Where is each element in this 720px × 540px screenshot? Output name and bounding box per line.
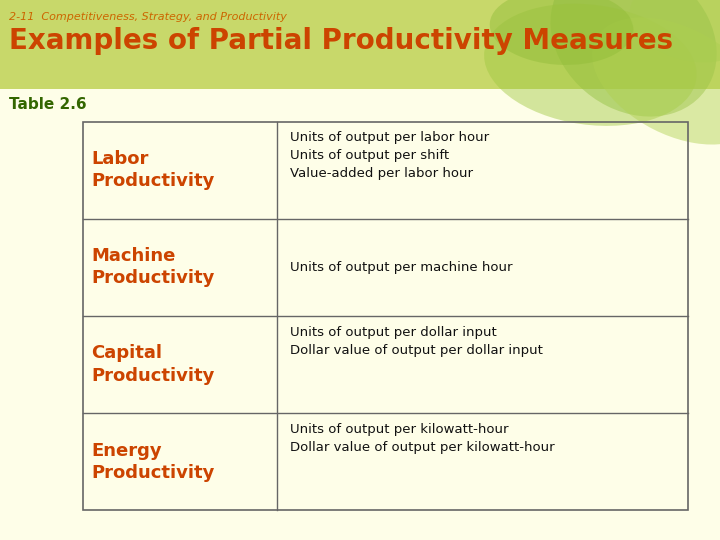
Text: Units of output per kilowatt-hour
Dollar value of output per kilowatt-hour: Units of output per kilowatt-hour Dollar… bbox=[290, 423, 555, 454]
Text: 2-11  Competitiveness, Strategy, and Productivity: 2-11 Competitiveness, Strategy, and Prod… bbox=[9, 12, 287, 22]
Text: Units of output per labor hour
Units of output per shift
Value-added per labor h: Units of output per labor hour Units of … bbox=[290, 131, 490, 180]
Ellipse shape bbox=[490, 0, 634, 65]
Text: Examples of Partial Productivity Measures: Examples of Partial Productivity Measure… bbox=[9, 27, 672, 55]
Text: Energy
Productivity: Energy Productivity bbox=[91, 442, 215, 482]
FancyBboxPatch shape bbox=[0, 0, 720, 89]
Text: Units of output per dollar input
Dollar value of output per dollar input: Units of output per dollar input Dollar … bbox=[290, 326, 543, 356]
Ellipse shape bbox=[592, 17, 720, 145]
Ellipse shape bbox=[551, 0, 716, 117]
Ellipse shape bbox=[630, 0, 720, 62]
Text: Capital
Productivity: Capital Productivity bbox=[91, 345, 215, 384]
Text: Machine
Productivity: Machine Productivity bbox=[91, 247, 215, 287]
Text: Table 2.6: Table 2.6 bbox=[9, 97, 86, 112]
Ellipse shape bbox=[484, 4, 697, 126]
Text: Units of output per machine hour: Units of output per machine hour bbox=[290, 261, 513, 274]
Text: Labor
Productivity: Labor Productivity bbox=[91, 150, 215, 190]
